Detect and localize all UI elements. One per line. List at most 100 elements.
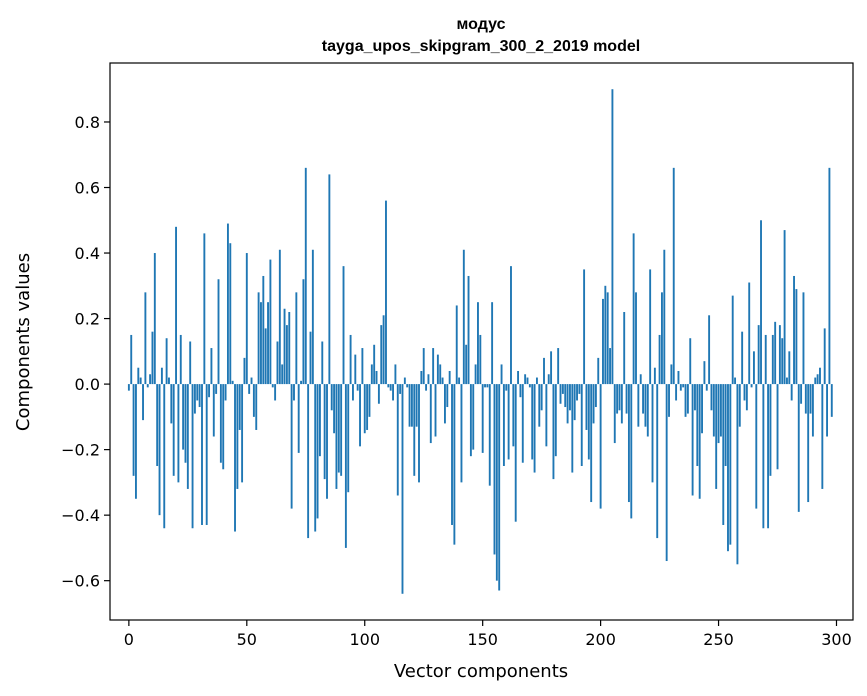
bar	[694, 384, 696, 411]
bar	[533, 384, 536, 473]
bar	[453, 384, 456, 545]
bar	[472, 384, 475, 450]
bar	[719, 384, 722, 437]
bar	[510, 266, 512, 385]
y-axis-label: Components values	[13, 253, 34, 431]
bar	[715, 384, 718, 489]
bar	[712, 384, 715, 437]
bar	[828, 167, 831, 385]
bar	[481, 384, 484, 453]
bar	[618, 384, 621, 411]
bar	[602, 298, 604, 385]
bar	[172, 384, 175, 476]
bar	[451, 384, 453, 525]
bar	[540, 384, 543, 411]
bar	[767, 384, 770, 529]
bar	[738, 384, 741, 427]
bar	[729, 384, 732, 545]
bar	[191, 384, 194, 529]
bar	[819, 367, 821, 385]
bar	[427, 374, 430, 385]
bar	[811, 384, 814, 437]
bar	[741, 331, 744, 385]
bar	[524, 374, 527, 385]
bar	[682, 384, 685, 388]
bar	[344, 384, 347, 548]
bar	[519, 384, 522, 398]
bar	[710, 384, 713, 411]
bar	[236, 384, 239, 489]
bar	[793, 275, 795, 385]
bar	[627, 384, 630, 503]
bar	[396, 384, 399, 496]
bar	[708, 315, 711, 385]
bar	[543, 357, 545, 385]
bar	[276, 341, 279, 385]
bar	[512, 384, 515, 447]
bar	[599, 384, 602, 509]
bar	[342, 266, 345, 385]
bar	[389, 384, 392, 391]
bar	[307, 384, 310, 539]
bar	[458, 377, 461, 385]
bar	[401, 384, 404, 594]
bar	[462, 249, 465, 385]
bar	[238, 384, 241, 430]
bar	[278, 249, 281, 385]
bar	[613, 384, 616, 444]
bar	[189, 341, 192, 385]
bar	[142, 384, 144, 421]
bar	[547, 374, 550, 385]
bar	[448, 370, 451, 385]
y-tick-label: −0.4	[61, 506, 100, 525]
bar	[802, 292, 805, 385]
bar	[333, 384, 336, 434]
bar	[580, 384, 583, 466]
bar	[422, 348, 425, 385]
bar	[288, 312, 291, 385]
bar	[318, 384, 321, 457]
bar	[592, 384, 595, 424]
bar	[736, 384, 739, 565]
bar	[146, 384, 149, 388]
bar	[293, 384, 295, 401]
y-tick-label: 0.6	[75, 179, 100, 198]
bar	[392, 384, 394, 401]
bar	[691, 384, 694, 496]
bar	[550, 351, 553, 385]
bar	[337, 384, 340, 473]
bar	[349, 334, 352, 385]
bar	[816, 374, 819, 385]
bar	[677, 370, 680, 385]
bar	[517, 370, 520, 385]
bar	[821, 384, 824, 489]
bar	[653, 367, 656, 385]
bar	[578, 384, 581, 394]
bar	[215, 384, 218, 394]
bar	[507, 384, 510, 460]
bar	[274, 384, 277, 401]
bar	[406, 384, 409, 388]
bar	[455, 305, 458, 385]
bar	[684, 384, 687, 417]
bar	[330, 384, 333, 411]
bar	[168, 377, 170, 385]
bar	[604, 285, 607, 385]
bar	[639, 374, 642, 385]
bar	[267, 302, 269, 385]
bar	[632, 233, 635, 385]
bar	[752, 351, 755, 385]
bar	[484, 384, 486, 388]
bar	[703, 361, 706, 385]
bar	[446, 384, 449, 408]
bar	[514, 384, 517, 522]
bar	[564, 384, 567, 408]
bar	[144, 292, 147, 385]
bar	[743, 384, 746, 401]
bar	[769, 384, 772, 476]
bar	[727, 384, 729, 552]
bar	[323, 384, 326, 480]
bar	[328, 174, 331, 385]
bar	[479, 334, 482, 385]
bar	[486, 384, 489, 388]
